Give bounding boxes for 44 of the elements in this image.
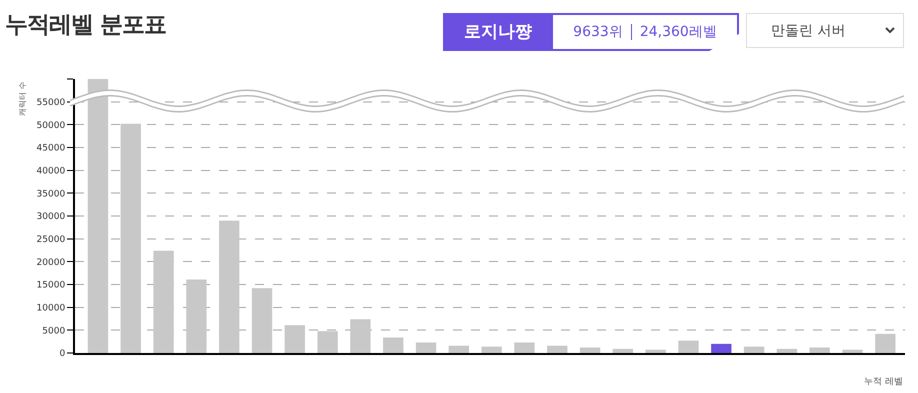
bar	[153, 250, 174, 353]
bar	[88, 79, 108, 353]
bar	[776, 348, 798, 353]
y-tick-label: 45000	[36, 144, 66, 154]
x-axis-title: 누적 레벨	[864, 377, 903, 387]
text: 9633위	[573, 23, 623, 41]
y-tick-label: 30000	[36, 212, 66, 222]
bar	[284, 325, 305, 353]
bar	[678, 340, 699, 353]
bar	[646, 350, 666, 353]
y-tick-label: 5000	[42, 326, 66, 336]
y-tick-label: 15000	[36, 280, 66, 291]
bar	[744, 346, 764, 353]
bar	[350, 319, 371, 353]
text: 로지나쨩	[443, 13, 553, 51]
text: 24,360레벨	[640, 23, 717, 41]
bar	[875, 334, 896, 353]
bar	[514, 342, 535, 353]
bar	[252, 288, 272, 353]
bar	[711, 344, 732, 353]
chart-title: 누적레벨 분포표	[5, 11, 166, 40]
bar	[383, 337, 404, 353]
bar	[416, 342, 436, 353]
y-tick-label: 0	[59, 349, 66, 360]
bar	[120, 124, 141, 353]
bar	[842, 350, 863, 353]
y-tick-label: 25000	[36, 234, 66, 245]
bar	[219, 220, 240, 353]
y-tick-label: 10000	[36, 303, 66, 314]
y-tick-label: 55000	[36, 98, 66, 108]
y-tick-label: 35000	[36, 189, 66, 200]
bar	[481, 346, 502, 353]
y-tick-label: 40000	[36, 166, 66, 176]
bar	[547, 346, 568, 353]
bar	[186, 279, 207, 353]
bar	[317, 331, 338, 353]
bar	[448, 346, 469, 353]
y-tick-label: 50000	[36, 120, 66, 131]
y-axis-title: 캐릭터 수	[18, 82, 28, 116]
bar	[580, 348, 600, 353]
y-tick-label: 20000	[36, 258, 66, 268]
text: 만돌린 서버	[771, 22, 846, 40]
bar	[612, 348, 634, 353]
bar	[810, 348, 830, 353]
